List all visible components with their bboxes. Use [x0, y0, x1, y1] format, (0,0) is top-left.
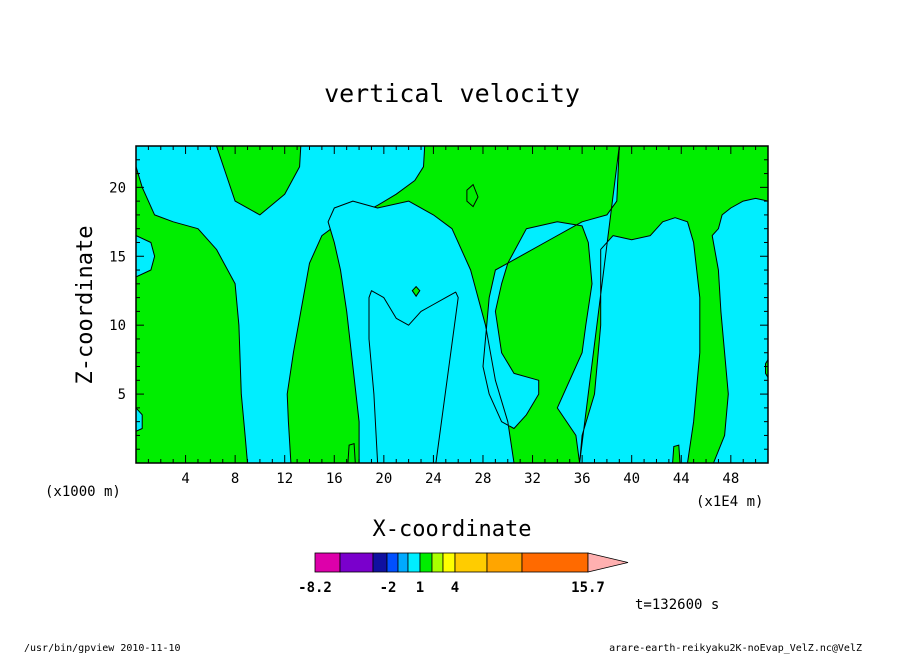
x-tick-label: 44 [673, 471, 690, 487]
contour-fill [136, 146, 768, 463]
plot-frame [135, 145, 769, 464]
positive-island-2 [466, 183, 479, 208]
colorbar-swatch [486, 552, 523, 573]
x-tick-label: 28 [475, 471, 492, 487]
colorbar-swatch [419, 552, 433, 573]
footer-left: /usr/bin/gpview 2010-11-10 [24, 643, 181, 654]
colorbar-swatch [386, 552, 399, 573]
colorbar-label: 4 [451, 580, 459, 596]
x-tick-label: 24 [425, 471, 442, 487]
footer-right: arare-earth-reikyaku2K-noEvap_VelZ.nc@Ve… [609, 643, 862, 654]
x-tick-label: 20 [375, 471, 392, 487]
colorbar-label: -2 [380, 580, 397, 596]
x-unit-left: (x1000 m) [45, 484, 121, 500]
colorbar-label: 1 [416, 580, 424, 596]
negative-region-6 [711, 197, 768, 463]
time-label: t=132600 s [635, 597, 719, 613]
colorbar-label: 15.7 [571, 580, 605, 596]
y-tick-label: 20 [109, 180, 126, 196]
colorbar-swatch [454, 552, 488, 573]
colorbar-swatch [314, 552, 341, 573]
positive-island-1 [411, 285, 421, 298]
x-unit-right: (x1E4 m) [696, 494, 763, 510]
y-axis-label: Z-coordinate [73, 226, 98, 385]
x-tick-label: 40 [623, 471, 640, 487]
x-tick-label: 48 [722, 471, 739, 487]
y-tick-label: 10 [109, 318, 126, 334]
colorbar-swatch [442, 552, 456, 573]
negative-region-1 [136, 146, 426, 463]
colorbar-swatch [397, 552, 409, 573]
x-tick-label: 16 [326, 471, 343, 487]
positive-island-4 [672, 444, 681, 463]
y-tick-label: 15 [109, 249, 126, 265]
plot-area [135, 145, 769, 464]
colorbar-arrow [587, 552, 629, 573]
y-tick-label: 5 [118, 387, 126, 403]
colorbar-swatch [372, 552, 388, 573]
colorbar-swatch [339, 552, 374, 573]
x-tick-label: 12 [276, 471, 293, 487]
x-tick-label: 32 [524, 471, 541, 487]
colorbar-swatch [407, 552, 421, 573]
colorbar-swatch [521, 552, 589, 573]
chart-title: vertical velocity [324, 79, 580, 108]
x-tick-label: 4 [181, 471, 189, 487]
x-axis-label: X-coordinate [373, 517, 532, 542]
negative-region-5 [368, 290, 459, 463]
x-tick-label: 8 [231, 471, 239, 487]
positive-island-3 [347, 443, 356, 463]
colorbar-swatch [431, 552, 444, 573]
negative-region-2 [136, 235, 156, 278]
colorbar: -8.2 -2 1 4 15.7 [298, 552, 629, 596]
x-tick-label: 36 [574, 471, 591, 487]
negative-region-3 [136, 407, 143, 432]
colorbar-label: -8.2 [298, 580, 332, 596]
